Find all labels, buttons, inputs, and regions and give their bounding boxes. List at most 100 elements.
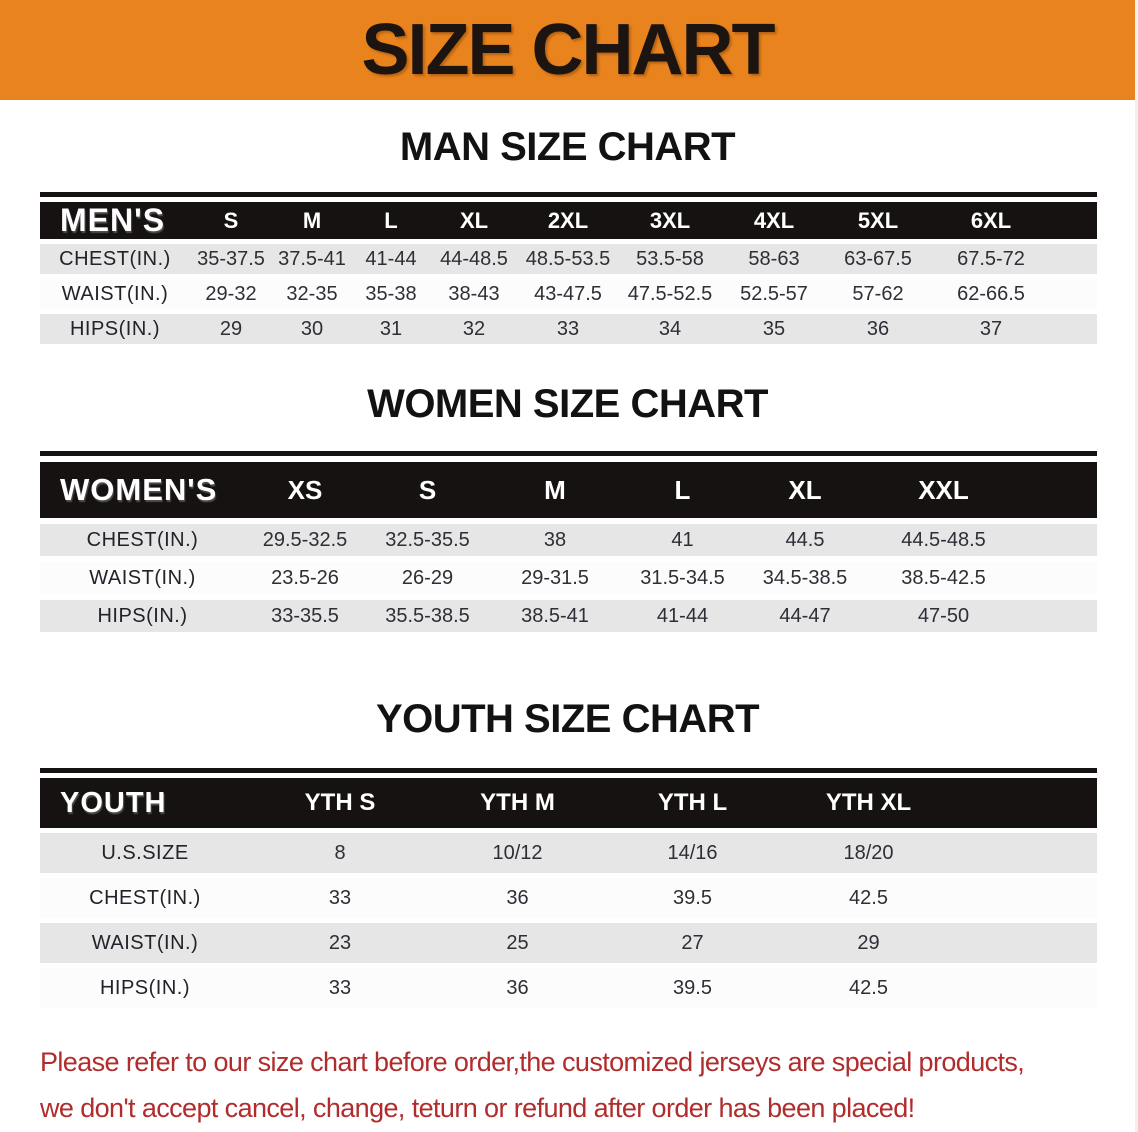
youth-section-heading: YOUTH SIZE CHART xyxy=(375,697,760,741)
size-column-header: L xyxy=(352,202,430,239)
size-value: 29 xyxy=(780,923,1097,963)
banner: SIZE CHART xyxy=(0,0,1135,100)
size-value: 42.5 xyxy=(780,878,1097,918)
disclaimer-note: Please refer to our size chart before or… xyxy=(40,1039,1110,1132)
youth-table: YOUTH YTH S YTH M YTH L YTH XL U.S.SIZE 8 10/12… xyxy=(40,773,1097,1013)
size-value: 38.5-41 xyxy=(490,600,620,632)
size-value: 38.5-42.5 xyxy=(865,562,1097,594)
size-value: 42.5 xyxy=(780,968,1097,1008)
size-value: 27 xyxy=(605,923,780,963)
size-value: 35 xyxy=(722,314,826,344)
size-value: 39.5 xyxy=(605,878,780,918)
measure-row-label: HIPS(IN.) xyxy=(40,600,245,632)
table-header-row: WOMEN'S XS S M L XL XXL xyxy=(40,462,1097,518)
size-value: 32-35 xyxy=(272,279,352,309)
table-header-row: MEN'S S M L XL 2XL 3XL 4XL 5XL 6XL xyxy=(40,202,1097,239)
measure-row-label: WAIST(IN.) xyxy=(40,279,190,309)
size-value: 34.5-38.5 xyxy=(745,562,865,594)
size-value: 29.5-32.5 xyxy=(245,524,365,556)
size-column-header: YTH S xyxy=(250,778,430,828)
size-value: 67.5-72 xyxy=(930,244,1097,274)
size-value: 33 xyxy=(250,968,430,1008)
banner-title: SIZE CHART xyxy=(361,10,776,90)
size-value: 41-44 xyxy=(352,244,430,274)
size-value: 29-32 xyxy=(190,279,272,309)
men-size-table-wrap: MEN'S S M L XL 2XL 3XL 4XL 5XL 6XL CHEST(IN.) 35-37… xyxy=(40,192,1097,349)
size-value: 63-67.5 xyxy=(826,244,930,274)
size-column-header: M xyxy=(272,202,352,239)
measure-row-label: CHEST(IN.) xyxy=(40,878,250,918)
size-value: 37.5-41 xyxy=(272,244,352,274)
youth-size-table-wrap: YOUTH YTH S YTH M YTH L YTH XL U.S.SIZE 8 10/12… xyxy=(40,768,1097,1013)
table-group-label: WOMEN'S xyxy=(40,462,245,518)
size-value: 41-44 xyxy=(620,600,745,632)
size-column-header: XL xyxy=(745,462,865,518)
size-value: 35-37.5 xyxy=(190,244,272,274)
measure-row-label: HIPS(IN.) xyxy=(40,968,250,1008)
size-value: 30 xyxy=(272,314,352,344)
size-column-header: XXL xyxy=(865,462,1097,518)
size-value: 44.5-48.5 xyxy=(865,524,1097,556)
size-value: 29 xyxy=(190,314,272,344)
table-row: CHEST(IN.) 33 36 39.5 42.5 xyxy=(40,878,1097,918)
table-row: WAIST(IN.) 29-32 32-35 35-38 38-43 43-47.5 47.… xyxy=(40,279,1097,309)
men-table: MEN'S S M L XL 2XL 3XL 4XL 5XL 6XL CHEST(IN.) 35-37… xyxy=(40,197,1097,349)
size-value: 14/16 xyxy=(605,833,780,873)
size-value: 47-50 xyxy=(865,600,1097,632)
size-column-header: YTH L xyxy=(605,778,780,828)
size-value: 26-29 xyxy=(365,562,490,594)
size-value: 36 xyxy=(430,878,605,918)
man-section-heading: MAN SIZE CHART xyxy=(399,125,736,169)
size-column-header: 5XL xyxy=(826,202,930,239)
measure-row-label: CHEST(IN.) xyxy=(40,244,190,274)
measure-row-label: U.S.SIZE xyxy=(40,833,250,873)
women-size-table: WOMEN'S XS S M L XL XXL CHEST(IN.) 29.5-32.5 32.5… xyxy=(40,456,1097,638)
measure-row-label: HIPS(IN.) xyxy=(40,314,190,344)
size-value: 58-63 xyxy=(722,244,826,274)
size-value: 38-43 xyxy=(430,279,518,309)
size-value: 38 xyxy=(490,524,620,556)
measure-row-label: WAIST(IN.) xyxy=(40,923,250,963)
size-value: 39.5 xyxy=(605,968,780,1008)
size-value: 43-47.5 xyxy=(518,279,618,309)
size-value: 33-35.5 xyxy=(245,600,365,632)
size-value: 33 xyxy=(250,878,430,918)
size-value: 34 xyxy=(618,314,722,344)
table-top-rule xyxy=(40,768,1097,773)
size-value: 10/12 xyxy=(430,833,605,873)
table-group-label: YOUTH xyxy=(40,778,250,828)
size-value: 57-62 xyxy=(826,279,930,309)
size-column-header: 3XL xyxy=(618,202,722,239)
size-value: 32 xyxy=(430,314,518,344)
size-value: 29-31.5 xyxy=(490,562,620,594)
table-row: CHEST(IN.) 35-37.5 37.5-41 41-44 44-48.5 48.5… xyxy=(40,244,1097,274)
size-value: 48.5-53.5 xyxy=(518,244,618,274)
size-value: 25 xyxy=(430,923,605,963)
size-column-header: 6XL xyxy=(930,202,1097,239)
table-row: U.S.SIZE 8 10/12 14/16 18/20 xyxy=(40,833,1097,873)
size-value: 36 xyxy=(430,968,605,1008)
size-column-header: 4XL xyxy=(722,202,826,239)
table-row: WAIST(IN.) 23 25 27 29 xyxy=(40,923,1097,963)
size-value: 52.5-57 xyxy=(722,279,826,309)
table-row: CHEST(IN.) 29.5-32.5 32.5-35.5 38 41 44.5 44.5… xyxy=(40,524,1097,556)
size-column-header: YTH M xyxy=(430,778,605,828)
table-header-row: YOUTH YTH S YTH M YTH L YTH XL xyxy=(40,778,1097,828)
women-section-heading: WOMEN SIZE CHART xyxy=(367,382,768,426)
size-column-header: M xyxy=(490,462,620,518)
size-column-header: XS xyxy=(245,462,365,518)
measure-row-label: CHEST(IN.) xyxy=(40,524,245,556)
size-value: 23 xyxy=(250,923,430,963)
table-top-rule xyxy=(40,192,1097,197)
women-table: WOMEN'S XS S M L XL XXL CHEST(IN.) 29.5-32.5 32.5… xyxy=(40,456,1097,638)
table-group-label: MEN'S xyxy=(40,202,190,239)
size-value: 31 xyxy=(352,314,430,344)
size-value: 8 xyxy=(250,833,430,873)
table-row: WAIST(IN.) 23.5-26 26-29 29-31.5 31.5-34.5 34… xyxy=(40,562,1097,594)
size-column-header: S xyxy=(365,462,490,518)
size-column-header: S xyxy=(190,202,272,239)
size-value: 44-47 xyxy=(745,600,865,632)
size-value: 41 xyxy=(620,524,745,556)
size-value: 18/20 xyxy=(780,833,1097,873)
size-column-header: YTH XL xyxy=(780,778,1097,828)
